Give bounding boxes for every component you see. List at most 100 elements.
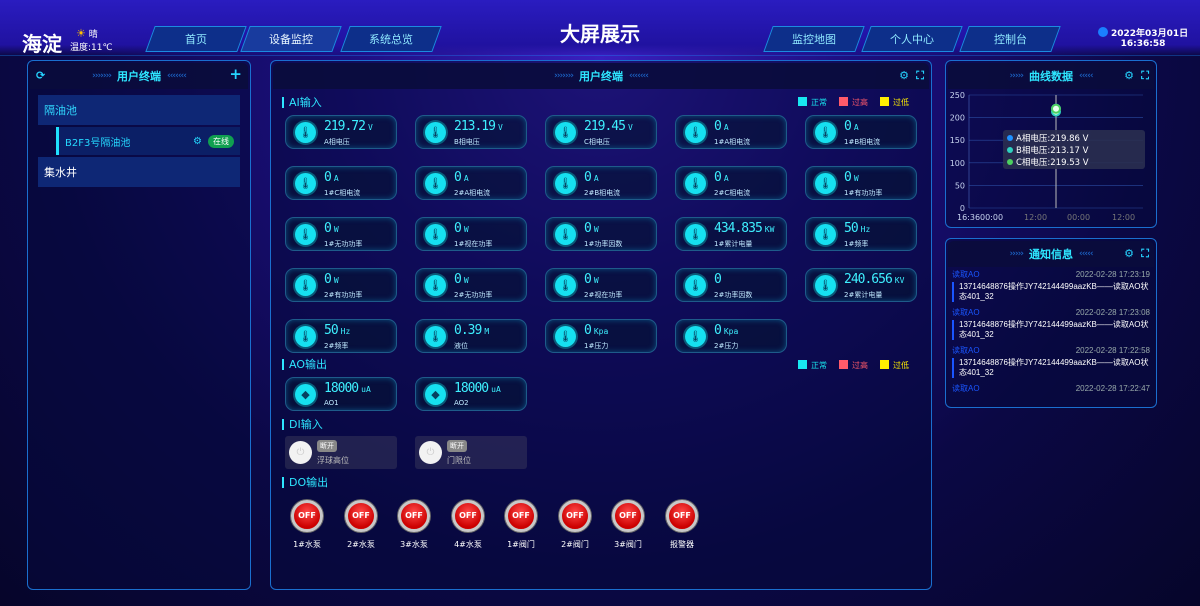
temperature: 温度:11℃: [70, 43, 113, 53]
section-ao-output: AO输出: [282, 359, 327, 370]
notice-text: 13714648876操作JY742144499aazKB——读取AO状态401…: [952, 320, 1150, 340]
do-switch-button[interactable]: OFF: [505, 500, 537, 532]
tree-item-sump[interactable]: 集水井: [38, 157, 240, 187]
unit: V: [627, 123, 633, 132]
card-label: 液位: [454, 342, 468, 350]
value: 0: [584, 221, 592, 236]
do-label: 1#水泵: [293, 540, 321, 549]
nav-device-monitor[interactable]: 设备监控: [240, 26, 342, 52]
nav-personal-center[interactable]: 个人中心: [861, 26, 963, 52]
value: 0: [844, 170, 852, 185]
card-label: 1#压力: [584, 342, 609, 350]
thermometer-icon: 🌡: [425, 173, 446, 194]
settings-icon[interactable]: ⚙: [1124, 69, 1134, 82]
card-label: 2#A相电流: [454, 189, 491, 197]
do-label: 2#水泵: [347, 540, 375, 549]
card-value: 0.39 M: [454, 323, 489, 338]
card-label: 2#频率: [324, 342, 349, 350]
section-do-output: DO输出: [282, 477, 328, 488]
notice-item[interactable]: 读取AO 2022-02-28 17:23:19 13714648876操作JY74…: [952, 270, 1150, 302]
settings-icon[interactable]: ⚙: [899, 69, 909, 82]
thermometer-icon: 🌡: [295, 275, 316, 296]
nav-home[interactable]: 首页: [145, 26, 247, 52]
ai-card: 🌡 219.45 V C相电压: [545, 115, 657, 149]
value: 0.39: [454, 323, 482, 338]
value: 0: [714, 272, 722, 287]
value: 0: [324, 221, 332, 236]
thermometer-icon: 🌡: [555, 224, 576, 245]
legend-swatch: [839, 360, 848, 369]
tree-item-grease-trap[interactable]: 隔油池: [38, 95, 240, 125]
thermometer-icon: 🌡: [685, 122, 706, 143]
do-switch-button[interactable]: OFF: [345, 500, 377, 532]
power-toggle[interactable]: ⏻: [419, 441, 442, 464]
fullscreen-icon[interactable]: ⛶: [1141, 69, 1149, 82]
legend-item: 正常: [798, 360, 827, 371]
do-switch-button[interactable]: OFF: [291, 500, 323, 532]
refresh-icon[interactable]: ⟳: [36, 69, 46, 82]
thermometer-icon: 🌡: [685, 224, 706, 245]
di-card: ⏻ 断开 浮球高位: [285, 436, 397, 469]
gear-icon[interactable]: ⚙: [193, 135, 202, 147]
value: 219.72: [324, 119, 366, 134]
card-value: 18000 uA: [454, 381, 501, 396]
value: 0: [454, 221, 462, 236]
nav-console[interactable]: 控制台: [959, 26, 1061, 52]
ai-card: 🌡 0 W 2#视在功率: [545, 268, 657, 302]
card-label: 2#B相电流: [584, 189, 621, 197]
section-di-input: DI输入: [282, 419, 323, 430]
card-value: 219.72 V: [324, 119, 373, 134]
nav-monitor-map[interactable]: 监控地图: [763, 26, 865, 52]
value: 0: [584, 170, 592, 185]
do-switch-button[interactable]: OFF: [666, 500, 698, 532]
ai-card: 🌡 0 A 2#B相电流: [545, 166, 657, 200]
thermometer-icon: 🌡: [815, 122, 836, 143]
di-state: 断开: [317, 440, 337, 452]
do-switch-button[interactable]: OFF: [559, 500, 591, 532]
notice-panel: ››››› 通知信息 ‹‹‹‹‹ ⚙ ⛶: [945, 238, 1157, 408]
legend-label: 过高: [852, 98, 868, 107]
add-icon[interactable]: +: [229, 65, 242, 83]
notice-item[interactable]: 读取AO 2022-02-28 17:22:58 13714648876操作JY74…: [952, 346, 1150, 378]
do-switch-button[interactable]: OFF: [398, 500, 430, 532]
legend-label: 正常: [811, 361, 827, 370]
card-label: 2#C相电流: [714, 189, 751, 197]
notice-item[interactable]: 读取AO 2022-02-28 17:23:08 13714648876操作JY74…: [952, 308, 1150, 340]
notice-item[interactable]: 读取AO 2022-02-28 17:22:47: [952, 384, 1150, 394]
settings-icon[interactable]: ⚙: [1124, 247, 1134, 260]
notice-text: 13714648876操作JY742144499aazKB——读取AO状态401…: [952, 358, 1150, 378]
y-tick-label: 50: [955, 181, 965, 190]
thermometer-icon: 🌡: [685, 275, 706, 296]
clock-icon: [1098, 27, 1108, 37]
legend-swatch: [880, 360, 889, 369]
legend: 正常 过高 过低: [798, 97, 909, 108]
nav-system-overview[interactable]: 系统总览: [340, 26, 442, 52]
panel-header: ››››››› 用户终端 ‹‹‹‹‹‹‹ ⚙ ⛶: [273, 63, 929, 89]
value: 0: [714, 119, 722, 134]
chevrons-icon: ‹‹‹‹‹: [1079, 249, 1094, 259]
ai-card: 🌡 0 A 1#B相电流: [805, 115, 917, 149]
unit: A: [593, 174, 599, 183]
do-switch-button[interactable]: OFF: [612, 500, 644, 532]
legend-swatch: [798, 360, 807, 369]
unit: Hz: [340, 327, 351, 336]
ai-card: 🌡 0 W 1#功率因数: [545, 217, 657, 251]
thermometer-icon: 🌡: [425, 122, 446, 143]
fullscreen-icon[interactable]: ⛶: [916, 69, 924, 82]
ao-card: ◆ 18000 uA AO2: [415, 377, 527, 411]
tree-item-b2f3-grease-trap[interactable]: B2F3号隔油池 ⚙ 在线: [56, 127, 240, 155]
unit: M: [484, 327, 490, 336]
fullscreen-icon[interactable]: ⛶: [1141, 247, 1149, 260]
do-label: 3#水泵: [400, 540, 428, 549]
power-toggle[interactable]: ⏻: [289, 441, 312, 464]
do-switch-button[interactable]: OFF: [452, 500, 484, 532]
y-tick-label: 100: [950, 159, 965, 168]
terminal-tree-panel: ⟳ ››››››› 用户终端 ‹‹‹‹‹‹‹ + 隔油池 B2F3号隔油池 ⚙ 在线 集…: [27, 60, 251, 590]
notice-type: 读取AO: [952, 346, 980, 355]
y-tick-label: 250: [950, 91, 965, 100]
ai-card: 🌡 50 Hz 1#频率: [805, 217, 917, 251]
nav-label: 系统总览: [369, 33, 413, 46]
